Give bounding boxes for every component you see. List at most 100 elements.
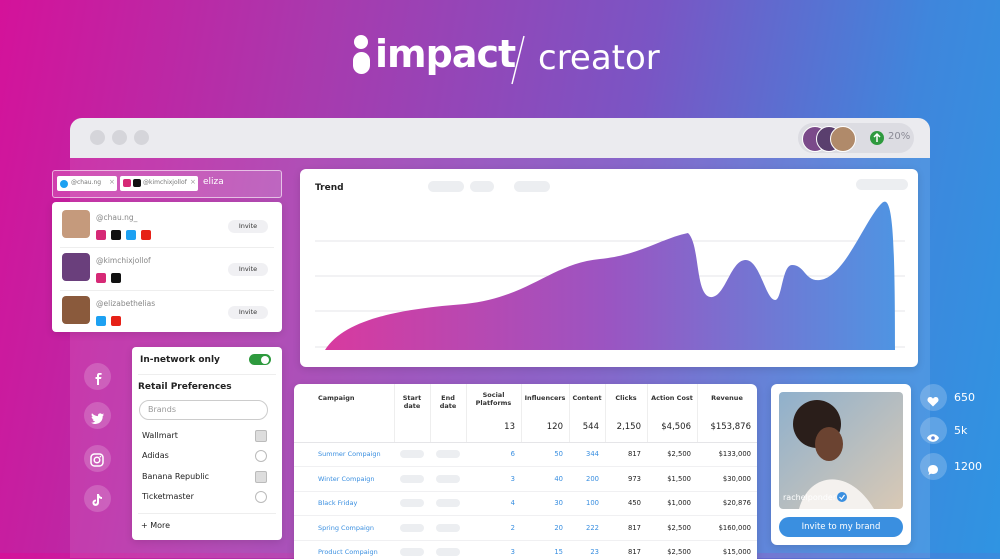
cell: 6 [510, 450, 515, 458]
total-cell: 2,150 [616, 422, 641, 432]
checkbox[interactable] [255, 470, 267, 483]
trend-chart [315, 201, 905, 350]
date-placeholder [400, 499, 424, 507]
date-placeholder [436, 474, 460, 483]
column-divider [521, 384, 522, 442]
profile-photo [779, 392, 903, 509]
brand: impact [375, 32, 516, 76]
cell: $2,500 [667, 548, 691, 556]
cell: 344 [586, 450, 599, 458]
cell: $15,000 [722, 548, 751, 556]
cell: 200 [586, 474, 599, 483]
invite-button[interactable]: Invite [228, 220, 268, 233]
social-button[interactable] [84, 445, 111, 472]
search-tag[interactable]: @chau.ng × [57, 176, 117, 191]
product: creator [538, 38, 660, 78]
column-divider [697, 384, 698, 442]
checkbox[interactable] [255, 450, 267, 463]
platform-icon [96, 316, 106, 326]
campaign-link[interactable]: Product Compaign [318, 548, 378, 556]
campaign-link[interactable]: Summer Compaign [318, 450, 381, 458]
tag-remove[interactable]: × [190, 178, 196, 186]
date-placeholder [400, 450, 424, 458]
invite-button[interactable]: Invite [228, 263, 268, 276]
platform-icon [141, 230, 151, 240]
profile-card: rachelponder Invite to my brand [771, 384, 911, 545]
stat-icon-bg [920, 384, 947, 411]
placeholder-pill [428, 181, 464, 192]
up-icon [870, 131, 884, 145]
platform-icon [126, 230, 136, 240]
stat-value: 5k [954, 424, 968, 437]
platform-icon [96, 230, 106, 240]
toggle[interactable] [249, 354, 271, 365]
total-cell: $4,506 [661, 422, 691, 432]
cell: $133,000 [718, 450, 751, 458]
cell: 3 [510, 474, 515, 483]
cell: 222 [586, 523, 599, 532]
status-pill: 20% [798, 123, 914, 153]
brand-search[interactable]: Brands [139, 400, 268, 420]
checkbox[interactable] [255, 430, 267, 442]
browser-bar: 20% [70, 118, 930, 158]
cell: $1,000 [667, 499, 691, 507]
invite-button[interactable]: Invite [228, 306, 268, 319]
more-link[interactable]: + More [141, 521, 171, 530]
social-button[interactable] [84, 402, 111, 429]
divider [60, 247, 274, 248]
avatar [830, 126, 856, 152]
search-query[interactable]: eliza [203, 177, 224, 187]
campaign-table: Campaign Start date End date Social Platfor… [294, 384, 757, 559]
stat-value: 1200 [954, 460, 982, 473]
stat-value: 650 [954, 391, 975, 404]
platform-icon [111, 273, 121, 283]
column-divider [466, 384, 467, 442]
trend-card: Trend [300, 169, 918, 367]
row-divider [294, 466, 757, 467]
divider [138, 374, 276, 375]
avatar [62, 253, 90, 281]
row-divider [294, 539, 757, 541]
column-header: Revenue [711, 394, 743, 402]
toggle-knob [261, 355, 269, 364]
row-divider [294, 515, 757, 516]
placeholder-pill [470, 181, 494, 192]
cell: 15 [554, 548, 563, 556]
cell: 4 [510, 499, 515, 507]
search-bar[interactable]: @chau.ng × @kimchixjollof × eliza [52, 170, 282, 198]
total-cell: 120 [546, 422, 563, 432]
date-placeholder [436, 548, 460, 556]
total-cell: $153,876 [710, 422, 751, 432]
brand-label: Wallmart [142, 431, 178, 440]
cell: $160,000 [718, 523, 751, 532]
search-tag[interactable]: @kimchixjollof × [120, 176, 198, 191]
date-placeholder [436, 450, 460, 458]
twitter-icon [90, 410, 104, 429]
twitter-icon [60, 180, 68, 188]
campaign-link[interactable]: Black Friday [318, 499, 358, 507]
handle: @kimchixjollof [96, 256, 151, 265]
brand-label: Adidas [142, 451, 169, 461]
logo-icon [353, 35, 370, 74]
column-header: Start date [402, 394, 422, 410]
total-cell: 13 [504, 422, 515, 432]
campaign-link[interactable]: Spring Compaign [318, 523, 375, 532]
column-header: Action Cost [651, 394, 693, 402]
tag-remove[interactable]: × [109, 178, 115, 186]
date-placeholder [436, 499, 460, 507]
cell: 450 [628, 499, 641, 507]
progress: 20% [888, 131, 911, 142]
invite-brand-button[interactable]: Invite to my brand [779, 517, 903, 537]
date-placeholder [400, 523, 424, 532]
avatar [62, 210, 90, 238]
checkbox[interactable] [255, 490, 267, 503]
cell: 973 [628, 474, 641, 483]
campaign-link[interactable]: Winter Compaign [318, 474, 375, 483]
cell: $2,500 [667, 450, 691, 458]
handle: @elizabethelias [96, 299, 156, 308]
stat-icon [927, 461, 939, 480]
cell: 817 [628, 450, 641, 458]
cell: 817 [628, 548, 641, 556]
column-header: End date [439, 394, 457, 410]
